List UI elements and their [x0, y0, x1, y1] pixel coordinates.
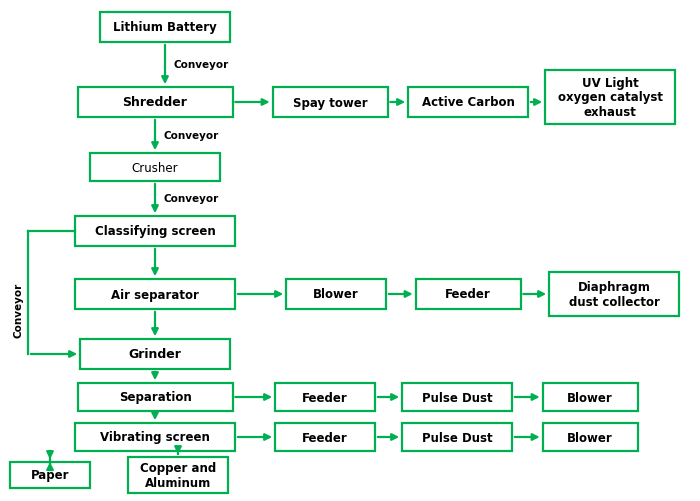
Bar — [10, 462, 90, 488]
Text: Separation: Separation — [118, 391, 191, 404]
Bar — [100, 13, 230, 43]
Bar — [75, 423, 235, 451]
Bar — [128, 457, 228, 493]
Text: Air separator: Air separator — [111, 288, 199, 301]
Bar — [272, 88, 388, 118]
Text: UV Light
oxygen catalyst
exhaust: UV Light oxygen catalyst exhaust — [557, 76, 662, 119]
Bar — [90, 154, 220, 182]
Text: Blower: Blower — [313, 288, 359, 301]
Text: Lithium Battery: Lithium Battery — [113, 22, 217, 35]
Bar — [545, 71, 675, 125]
Bar — [408, 88, 528, 118]
Text: Shredder: Shredder — [122, 96, 188, 109]
Text: Conveyor: Conveyor — [13, 282, 23, 337]
Text: Vibrating screen: Vibrating screen — [100, 431, 210, 443]
Text: Blower: Blower — [567, 391, 613, 404]
Bar — [275, 423, 375, 451]
Text: Feeder: Feeder — [302, 391, 348, 404]
Bar — [78, 88, 232, 118]
Bar — [402, 383, 512, 411]
Bar — [549, 273, 679, 316]
Bar — [78, 383, 232, 411]
Bar — [542, 383, 638, 411]
Bar — [75, 216, 235, 246]
Text: Active Carbon: Active Carbon — [421, 96, 514, 109]
Bar — [275, 383, 375, 411]
Text: Classifying screen: Classifying screen — [94, 225, 216, 238]
Text: Diaphragm
dust collector: Diaphragm dust collector — [568, 281, 659, 309]
Text: Conveyor: Conveyor — [163, 131, 218, 141]
Text: Copper and
Aluminum: Copper and Aluminum — [140, 461, 216, 489]
Bar — [416, 280, 521, 310]
Text: Paper: Paper — [31, 468, 69, 481]
Text: Pulse Dust: Pulse Dust — [421, 431, 492, 443]
Bar — [80, 339, 230, 369]
Bar — [402, 423, 512, 451]
Bar — [286, 280, 386, 310]
Text: Conveyor: Conveyor — [173, 61, 228, 70]
Text: Spay tower: Spay tower — [293, 96, 368, 109]
Text: Pulse Dust: Pulse Dust — [421, 391, 492, 404]
Text: Feeder: Feeder — [302, 431, 348, 443]
Text: Conveyor: Conveyor — [163, 194, 218, 204]
Text: Feeder: Feeder — [445, 288, 491, 301]
Text: Grinder: Grinder — [129, 348, 181, 361]
Bar — [75, 280, 235, 310]
Bar — [542, 423, 638, 451]
Text: Crusher: Crusher — [132, 161, 178, 174]
Text: Blower: Blower — [567, 431, 613, 443]
